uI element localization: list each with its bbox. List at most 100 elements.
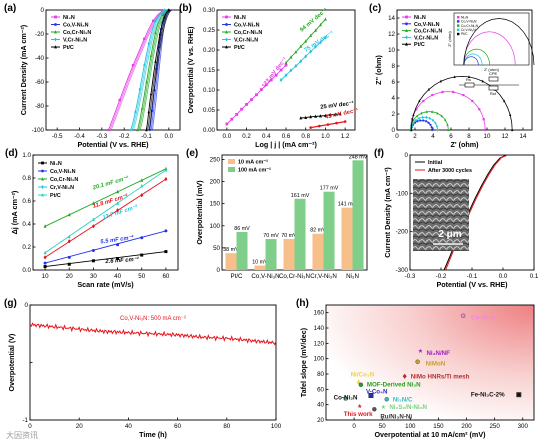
axes-frame xyxy=(45,9,181,131)
y-tick-label: 12 xyxy=(388,31,395,38)
data-point xyxy=(343,396,348,401)
data-point xyxy=(91,201,95,205)
data-point xyxy=(419,119,422,122)
data-point xyxy=(149,92,153,96)
x-tick-label: 60 xyxy=(174,423,181,430)
data-point xyxy=(245,103,248,106)
x-tick-label: 250 xyxy=(489,423,500,430)
legend-entry: Co,V-Ni₃N xyxy=(414,22,440,28)
inset-x-label: Z' (ohm) xyxy=(484,67,499,72)
data-point xyxy=(384,397,389,402)
data-point xyxy=(67,234,71,239)
x-tick-label: 150 xyxy=(433,423,444,430)
data-point xyxy=(319,40,322,45)
data-point xyxy=(309,49,313,54)
point-label: Ni₃N/NF xyxy=(426,350,450,357)
data-point xyxy=(41,185,44,189)
data-point xyxy=(138,87,141,91)
data-point xyxy=(43,250,47,255)
data-point xyxy=(511,128,514,132)
inset-legend-swatch xyxy=(457,32,460,36)
data-point xyxy=(417,116,421,121)
bar-label: 70 mV xyxy=(263,233,279,239)
data-point xyxy=(140,236,144,240)
fit-line xyxy=(45,251,166,267)
series-line-PtC xyxy=(148,9,172,131)
fit-line xyxy=(44,230,167,264)
data-point xyxy=(255,93,258,97)
data-point xyxy=(163,15,166,19)
series-line-Ni3N xyxy=(108,9,167,131)
data-point xyxy=(415,359,420,364)
data-point xyxy=(158,32,162,36)
y-tick-label: 14 xyxy=(388,15,395,22)
panel-b: 0.0 0.2 0.4 0.6 0.8 1.0 1.2 0.00 0.05 0.10 0.15 0.2… xyxy=(179,3,359,149)
fit-line xyxy=(44,168,167,227)
panel-c: 0 2 4 6 8 10 12 14 0 2 4 6 8 10 12 14 Z' (ohm) Z'' (ohm) (… xyxy=(369,3,535,149)
point-label: Ni₃N/C xyxy=(393,396,413,403)
category-label: Co,V-Ni₃N xyxy=(251,273,279,280)
data-point xyxy=(418,99,421,103)
y-tick-label: 160 xyxy=(314,310,325,317)
x-tick-label: 1.2 xyxy=(341,133,350,140)
cdl-annotation: 2.6 mF cm⁻² xyxy=(104,256,140,265)
series-line-CoCr xyxy=(138,9,169,131)
data-point xyxy=(259,88,263,91)
x-axis-label: Z' (ohm) xyxy=(450,140,479,149)
y-tick-label: 40 xyxy=(317,402,324,409)
data-point xyxy=(91,217,95,221)
inset-legend-entry: Ni₃N xyxy=(461,15,469,19)
data-point xyxy=(152,19,155,22)
x-tick-label: 0.0 xyxy=(499,273,508,280)
circuit-resistor xyxy=(464,82,475,88)
category-label: Co,Cr-Ni₃N xyxy=(279,273,310,280)
inset-legend-entry: Cr,V-Ni₃N xyxy=(461,28,476,32)
data-point xyxy=(43,265,47,269)
y-tick-label: -100 xyxy=(396,190,409,197)
bar-1 xyxy=(352,160,364,270)
x-tick-label: 0.8 xyxy=(301,133,310,140)
y-tick-label: 0.05 xyxy=(203,107,216,114)
legend-entry: Pt/C xyxy=(234,45,245,51)
data-point xyxy=(154,31,157,34)
data-point xyxy=(147,41,150,46)
panel-d: 10 20 30 40 50 60 0.0 0.2 0.4 0.6 0.8 1.0 Scan rate … xyxy=(5,148,179,289)
data-point xyxy=(304,39,308,43)
inset-legend-entry: Pt/C xyxy=(461,32,468,36)
data-point xyxy=(309,114,313,119)
data-point xyxy=(412,118,415,122)
data-point xyxy=(333,112,337,116)
x-tick-label: -0.1 xyxy=(141,133,152,140)
point-label: Ru/Ni₃N-Ni xyxy=(380,413,412,420)
point-label: Ni/Co₃N xyxy=(351,372,375,379)
data-point xyxy=(167,8,171,12)
data-point xyxy=(129,128,133,132)
data-point xyxy=(147,110,150,114)
data-point xyxy=(304,54,308,59)
bar-1 xyxy=(294,198,306,270)
data-point xyxy=(299,116,303,120)
x-tick-label: 40 xyxy=(125,423,132,430)
inset-legend-swatch xyxy=(457,20,460,23)
data-point xyxy=(328,112,332,117)
y-tick-label: 60 xyxy=(317,386,324,393)
data-point xyxy=(429,123,432,126)
data-point xyxy=(422,99,425,103)
legend-entry: Ni₃N xyxy=(63,15,75,21)
circuit-label: Rs xyxy=(466,77,471,82)
legend-entry: Ni₃N xyxy=(234,15,246,21)
data-point xyxy=(235,113,239,116)
data-point xyxy=(338,112,342,116)
bar-label: 177 mV xyxy=(320,186,339,192)
data-point xyxy=(225,15,228,19)
data-point xyxy=(145,128,148,132)
data-point xyxy=(67,255,71,259)
inset-legend-entry: Co,V-Ni₃N xyxy=(461,20,477,24)
data-point xyxy=(289,68,293,73)
y-axis-label: Tafel slope (mV/dec) xyxy=(299,327,308,397)
point-label: This work xyxy=(344,411,373,418)
x-tick-label: 20 xyxy=(66,273,73,280)
y-tick-label: 10 xyxy=(388,47,395,54)
data-point xyxy=(428,116,431,121)
bar-0 xyxy=(283,239,295,270)
